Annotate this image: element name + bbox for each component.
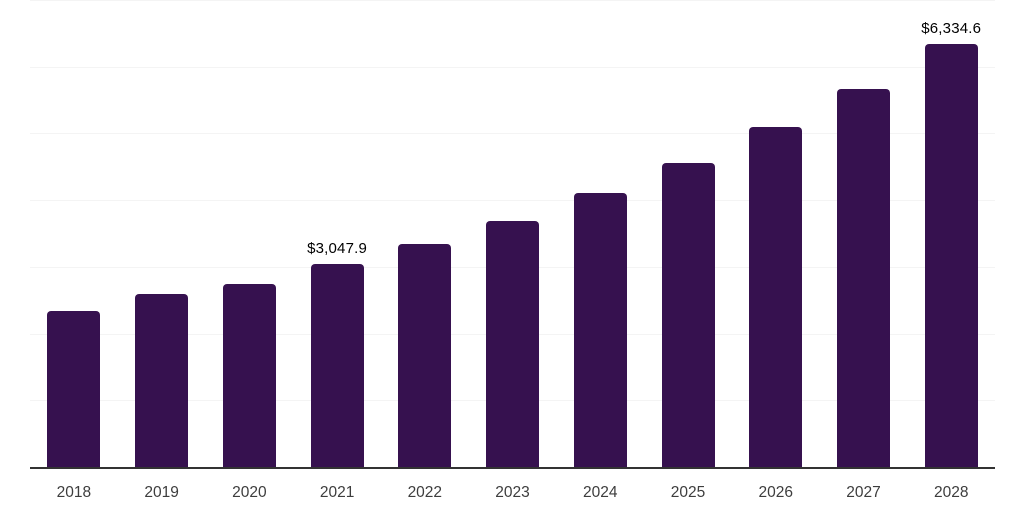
x-axis-label-2018: 2018 [56,484,92,501]
bar-2027 [836,89,890,467]
bar-slot-2024 [556,0,644,467]
plot-area: $3,047.9 $6,334.6 [30,0,995,469]
gridline-7000 [30,0,995,1]
bars-row: $3,047.9 $6,334.6 [30,0,995,467]
x-axis-label-2026: 2026 [758,484,793,501]
bar-2024 [573,193,627,467]
gridline-4000 [30,200,995,202]
bar-value-label-2021: $3,047.9 [307,239,368,257]
gridline-6000 [30,66,995,68]
bar-2022 [398,243,452,467]
bar-2023 [486,220,540,467]
x-axis-label-2019: 2019 [144,484,179,501]
bar-slot-2019 [118,0,206,467]
bar-2019 [135,293,189,467]
bar-slot-2027 [820,0,908,467]
bar-2018 [47,310,101,467]
x-axis-label-2020: 2020 [232,484,267,501]
bar-slot-2025 [644,0,732,467]
bar-slot-2023 [469,0,557,467]
bar-2025 [661,162,715,467]
bar-2026 [749,127,803,467]
bar-slot-2020 [205,0,293,467]
bar-slot-2022 [381,0,469,467]
bar-slot-2018 [30,0,118,467]
x-axis-label-2021: 2021 [319,484,355,501]
bar-2021: $3,047.9 [307,240,367,467]
bar-value-label-2028: $6,334.6 [921,20,982,38]
x-axis-label-2027: 2027 [846,484,881,501]
x-axis-label-2025: 2025 [670,484,706,501]
gridline-5000 [30,133,995,135]
bar-slot-2021: $3,047.9 [293,0,381,467]
bar-2020 [222,284,276,467]
x-axis-label-2023: 2023 [495,484,530,501]
x-axis-label-2024: 2024 [583,484,618,501]
x-axis-label-2022: 2022 [407,484,443,501]
x-axis-labels: 2018 2019 2020 2021 2022 2023 2024 2025 2026 2027… [30,471,995,502]
x-axis-label-2028: 2028 [933,484,969,501]
bar-slot-2026 [732,0,820,467]
bar-2028: $6,334.6 [921,20,981,467]
bar-slot-2028: $6,334.6 [907,0,995,467]
